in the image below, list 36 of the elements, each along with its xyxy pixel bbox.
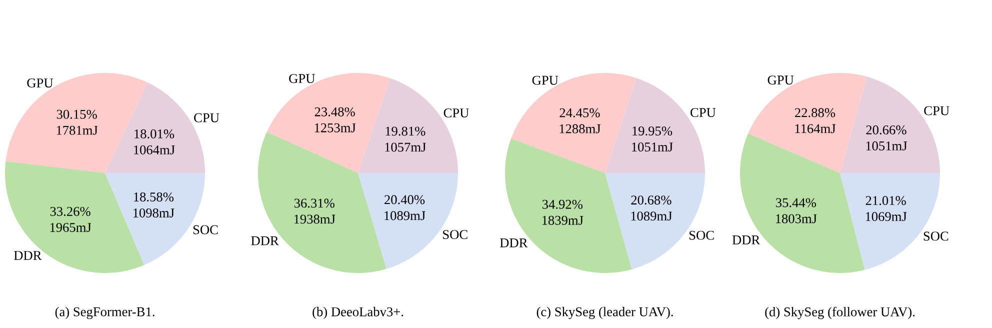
slice-label: DDR: [500, 238, 528, 248]
data-label: 30.15% 1781mJ: [56, 110, 98, 135]
text: (c) SkySeg (leader UAV).: [536, 306, 673, 320]
slice-label: GPU: [532, 76, 558, 85]
slice-label: GPU: [768, 76, 794, 85]
slice-label: SOC: [690, 230, 714, 240]
data-label: 33.26% 1965mJ: [50, 206, 92, 232]
slice-label: SOC: [443, 230, 468, 240]
slice-label: CPU: [690, 108, 716, 118]
slice-label: DDR: [14, 251, 42, 260]
data-label: 20.68% 1089mJ: [631, 196, 672, 221]
data-label: 34.92% 1839mJ: [542, 200, 584, 225]
slice-label: DDR: [732, 236, 760, 244]
slice-label: CPU: [194, 113, 220, 122]
text: (d) SkySeg (follower UAV).: [765, 306, 915, 320]
slice-label: CPU: [924, 106, 950, 116]
slice-label: DDR: [251, 236, 279, 246]
text: (a) SegFormer-B1.: [55, 306, 154, 320]
data-label: 36.31% 1938mJ: [294, 198, 336, 224]
data-label: 35.44% 1803mJ: [776, 198, 817, 224]
slice-label: SOC: [924, 232, 948, 241]
slice-label: GPU: [289, 74, 315, 84]
slice-label: GPU: [27, 78, 54, 88]
data-label: 18.01% 1064mJ: [134, 129, 175, 154]
data-label: 19.95% 1051mJ: [632, 126, 673, 152]
slice-label: SOC: [193, 225, 218, 234]
text: (b) DeeoLabv3+.: [312, 306, 404, 320]
data-label: 20.40% 1089mJ: [384, 195, 426, 220]
data-label: 19.81% 1057mJ: [385, 126, 426, 152]
data-label: 24.45% 1288mJ: [560, 108, 601, 134]
data-label: 20.66% 1051mJ: [866, 125, 908, 150]
data-label: 22.88% 1164mJ: [795, 108, 836, 134]
data-label: 23.48% 1253mJ: [314, 107, 356, 132]
slice-label: CPU: [444, 108, 469, 118]
data-label: 18.58% 1098mJ: [133, 192, 174, 218]
data-label: 21.01% 1069mJ: [866, 196, 907, 222]
